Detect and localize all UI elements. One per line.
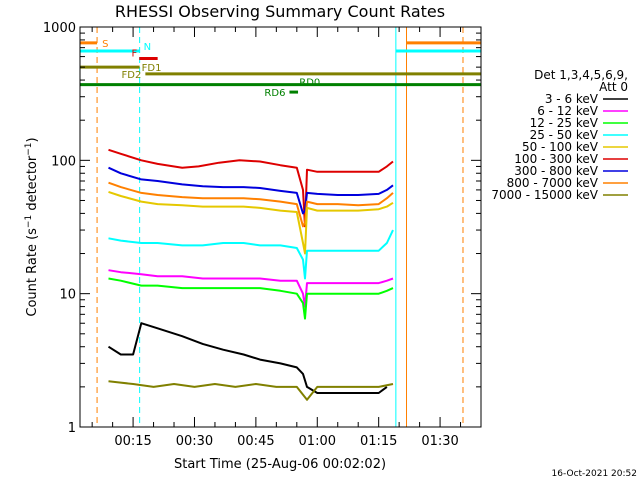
- plot-content: [96, 27, 464, 427]
- y-axis: 1 10 100 1000: [43, 21, 481, 436]
- legend-label-50-100-kev: 50 - 100 keV: [522, 140, 599, 154]
- flag-label-rd6: RD6: [264, 88, 285, 99]
- legend-label-300-800-kev: 300 - 800 keV: [514, 164, 598, 178]
- legend-label-6-12-kev: 6 - 12 keV: [537, 104, 599, 118]
- series-line-7000-15000-kev: [108, 380, 394, 401]
- legend-header-line-1: Det 1,3,4,5,6,9,: [534, 68, 628, 82]
- series-line-6-12-kev: [108, 269, 394, 308]
- y-tick-label: 1000: [43, 21, 76, 36]
- y-axis-label-mid: detector: [25, 155, 40, 215]
- flag-label-n: N: [144, 42, 151, 53]
- chart-title: RHESSI Observing Summary Count Rates: [115, 2, 445, 21]
- series-line-3-6-kev: [107, 322, 388, 394]
- series-line-100-300-kev: [108, 148, 394, 228]
- x-tick-label: 01:30: [421, 434, 458, 449]
- legend-label-25-50-kev: 25 - 50 keV: [530, 128, 599, 142]
- series-line-50-100-kev: [108, 190, 394, 255]
- y-tick-label: 1: [68, 421, 76, 436]
- legend-header-line-2: Att 0: [599, 80, 628, 94]
- y-tick-label: 10: [59, 288, 76, 303]
- legend-label-100-300-kev: 100 - 300 keV: [514, 152, 598, 166]
- y-axis-label-sup-2: −1: [24, 142, 34, 155]
- series-line-25-50-kev: [108, 229, 394, 280]
- x-axis: 00:15 00:30 00:45 01:00 01:15 01:30: [91, 27, 462, 449]
- series-line-300-800-kev: [108, 166, 394, 215]
- y-axis-label-suffix: ): [25, 137, 40, 142]
- plot-frame: [79, 26, 482, 428]
- y-axis-label-sup-1: −1: [24, 215, 34, 228]
- legend-label-12-25-kev: 12 - 25 keV: [530, 116, 599, 130]
- series-line-12-25-kev: [108, 277, 394, 320]
- y-axis-label-prefix: Count Rate (s: [25, 228, 40, 317]
- flag-label-rd0: RD0: [299, 78, 320, 89]
- legend-label-3-6-kev: 3 - 6 keV: [545, 92, 599, 106]
- date-stamp: 16-Oct-2021 20:52: [552, 469, 637, 479]
- y-tick-label: 100: [51, 154, 76, 169]
- legend-label-7000-15000-kev: 7000 - 15000 keV: [491, 188, 598, 202]
- flag-label-fd2: FD2: [122, 70, 142, 81]
- x-axis-label: Start Time (25-Aug-06 00:02:02): [174, 457, 386, 472]
- legend-label-800-7000-kev: 800 - 7000 keV: [507, 176, 599, 190]
- x-tick-label: 00:30: [176, 434, 213, 449]
- series-line-800-7000-kev: [108, 181, 394, 228]
- x-tick-label: 00:45: [237, 434, 274, 449]
- flag-label-s: S: [102, 39, 108, 50]
- x-tick-label: 01:15: [360, 434, 397, 449]
- flag-label-f: F: [131, 49, 137, 60]
- flag-label-fd1: FD1: [142, 63, 162, 74]
- y-axis-label: Count Rate (s−1 detector−1): [24, 137, 40, 316]
- x-tick-label: 01:00: [299, 434, 336, 449]
- x-tick-label: 00:15: [114, 434, 151, 449]
